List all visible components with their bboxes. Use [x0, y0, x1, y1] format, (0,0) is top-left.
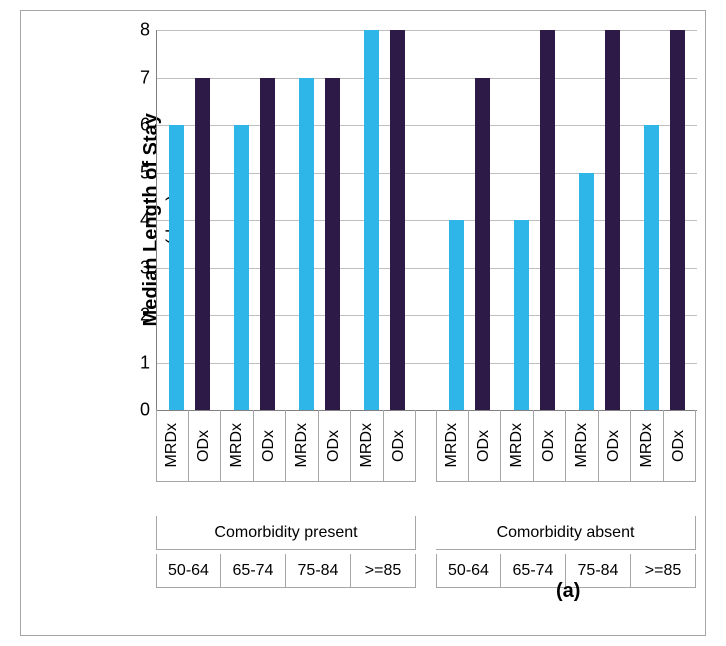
x-axis-area: MRDx ODx MRDx ODx MRDx ODx MRDx ODx MRDx ODx MRDx O… [156, 410, 696, 550]
x-series-cell: ODx [189, 410, 222, 482]
x-agegroup-cell: 50-64 [436, 554, 501, 588]
x-series-label: ODx [325, 426, 343, 466]
x-series-cell: ODx [384, 410, 417, 482]
x-series-label: ODx [670, 426, 688, 466]
x-series-label: ODx [540, 426, 558, 466]
x-series-cell: ODx [664, 410, 697, 482]
x-agegroup-cell: >=85 [351, 554, 416, 588]
x-series-label: MRDx [228, 419, 246, 471]
x-series-cell: MRDx [156, 410, 189, 482]
bar-mrdx [579, 173, 594, 411]
bar-odx [195, 78, 210, 411]
x-series-cell: ODx [469, 410, 502, 482]
x-series-label: MRDx [358, 419, 376, 471]
bar-odx [475, 78, 490, 411]
x-series-cell: MRDx [436, 410, 469, 482]
x-agegroup-cell: 75-84 [286, 554, 351, 588]
x-toplevel-cell: Comorbidity absent [436, 516, 696, 550]
x-series-label: ODx [260, 426, 278, 466]
x-series-cell: MRDx [631, 410, 664, 482]
bar-mrdx [169, 125, 184, 410]
x-series-label: MRDx [293, 419, 311, 471]
x-series-cell: ODx [319, 410, 352, 482]
x-series-cell: MRDx [286, 410, 319, 482]
x-agegroup-cell: 50-64 [156, 554, 221, 588]
x-series-label: MRDx [443, 419, 461, 471]
bar-mrdx [364, 30, 379, 410]
x-series-cell: ODx [254, 410, 287, 482]
bar-mrdx [644, 125, 659, 410]
x-series-label: ODx [605, 426, 623, 466]
x-series-cell: MRDx [221, 410, 254, 482]
x-series-cell: ODx [599, 410, 632, 482]
ytick-label: 5 [120, 162, 150, 183]
x-series-label: ODx [390, 426, 408, 466]
x-series-label: MRDx [573, 419, 591, 471]
x-series-cell: ODx [534, 410, 567, 482]
subplot-label: (a) [556, 580, 580, 603]
x-series-cell: MRDx [351, 410, 384, 482]
bar-mrdx [514, 220, 529, 410]
x-series-label: ODx [195, 426, 213, 466]
bar-odx [260, 78, 275, 411]
ytick-label: 7 [120, 67, 150, 88]
bar-odx [605, 30, 620, 410]
x-series-label: MRDx [163, 419, 181, 471]
bar-odx [670, 30, 685, 410]
x-agegroup-cell: 65-74 [221, 554, 286, 588]
x-series-label: ODx [475, 426, 493, 466]
bar-mrdx [299, 78, 314, 411]
x-toplevel-cell: Comorbidity present [156, 516, 416, 550]
bar-mrdx [234, 125, 249, 410]
ytick-label: 6 [120, 115, 150, 136]
x-series-label: MRDx [508, 419, 526, 471]
bar-mrdx [449, 220, 464, 410]
ytick-label: 1 [120, 352, 150, 373]
ytick-label: 4 [120, 210, 150, 231]
x-series-cell: MRDx [566, 410, 599, 482]
x-agegroup-cell: >=85 [631, 554, 696, 588]
x-series-cell: MRDx [501, 410, 534, 482]
ytick-label: 3 [120, 257, 150, 278]
bar-odx [540, 30, 555, 410]
ytick-label: 2 [120, 305, 150, 326]
ytick-label: 0 [120, 400, 150, 421]
bar-odx [325, 78, 340, 411]
ytick-label: 8 [120, 20, 150, 41]
bar-odx [390, 30, 405, 410]
x-series-label: MRDx [638, 419, 656, 471]
plot-area [156, 30, 697, 411]
